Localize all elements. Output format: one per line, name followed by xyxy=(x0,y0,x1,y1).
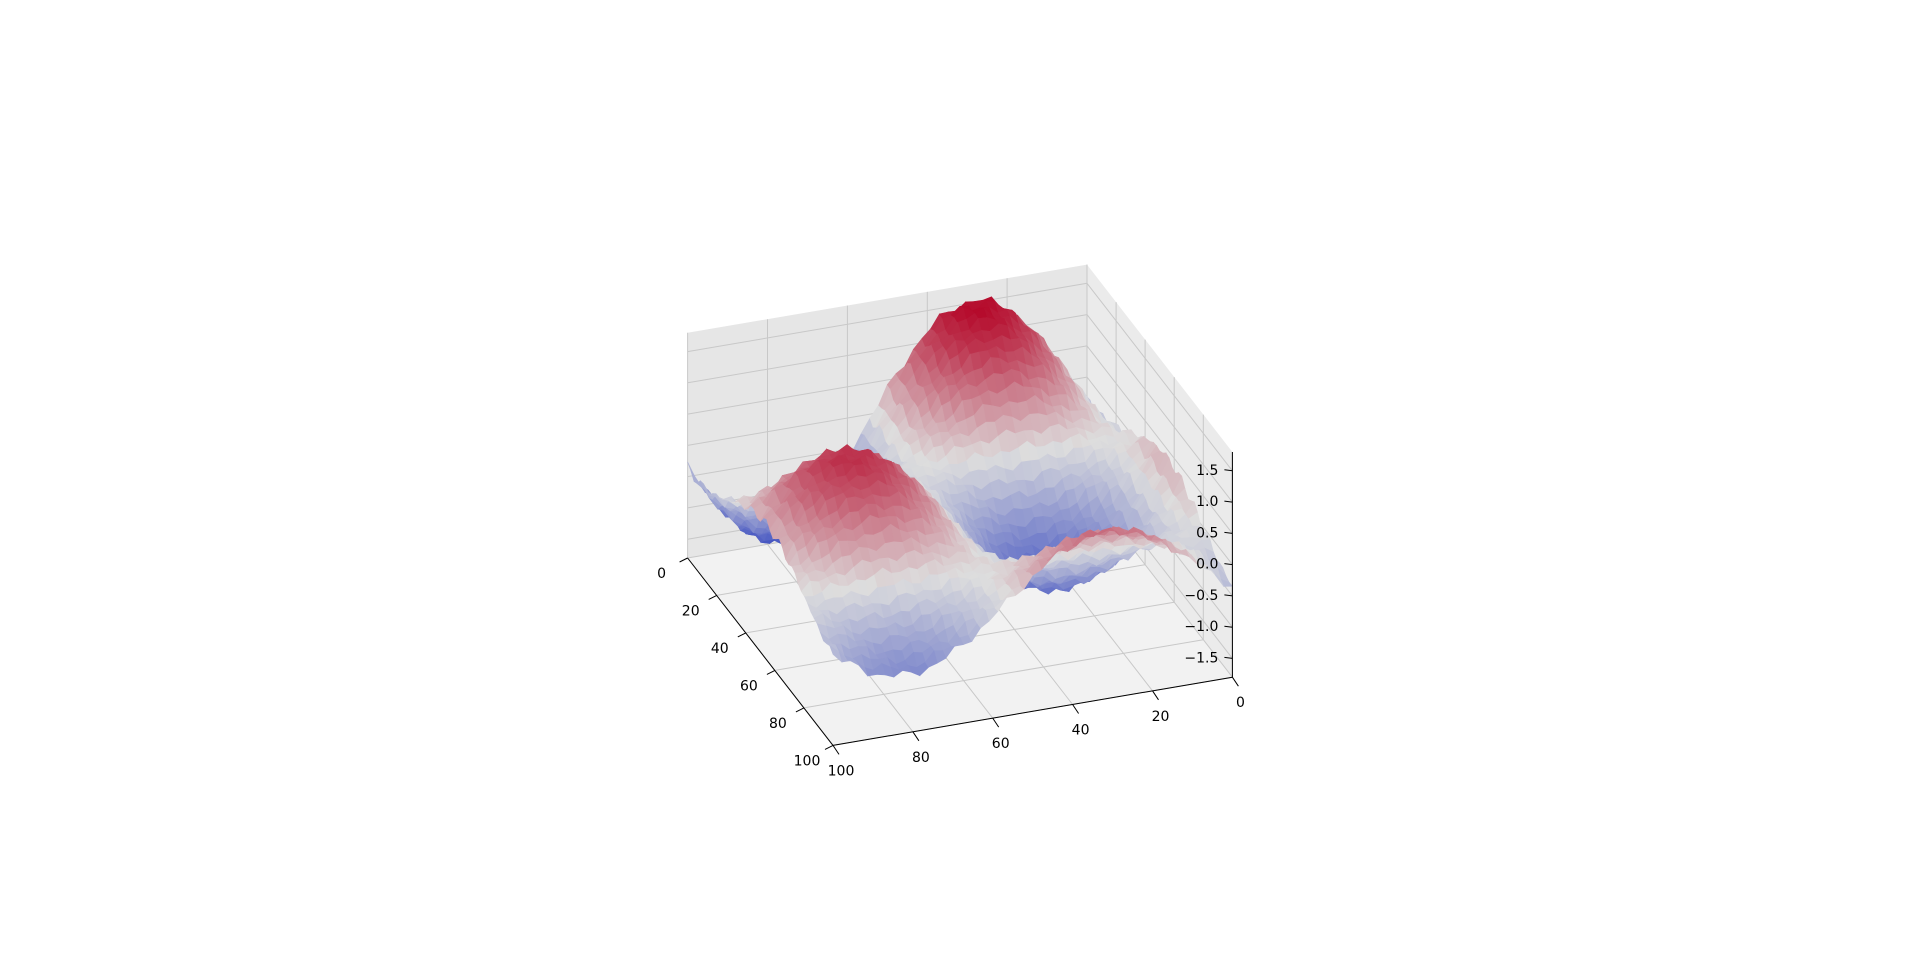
x-axis-line xyxy=(832,676,1233,746)
wall-grid-z xyxy=(687,282,1088,353)
y-tick-label: 0 xyxy=(657,566,666,582)
y-tick-mark xyxy=(766,669,776,675)
x-tick-mark xyxy=(1231,676,1239,687)
y-tick-label: 60 xyxy=(740,678,758,694)
z-tick-mark xyxy=(1224,563,1233,566)
y-tick-mark xyxy=(679,557,688,563)
surface-patch xyxy=(1046,549,1059,562)
x-tick-label: 40 xyxy=(1072,723,1090,739)
x-tick-mark xyxy=(992,717,1000,728)
floor-grid-y xyxy=(803,639,1204,709)
z-tick-label: 1.5 xyxy=(1196,463,1218,479)
y-tick-label: 20 xyxy=(682,603,700,619)
x-tick-label: 60 xyxy=(992,736,1010,752)
axis-lines xyxy=(679,452,1239,755)
x-tick-label: 100 xyxy=(828,763,855,779)
z-tick-mark xyxy=(1224,594,1233,597)
z-tick-label: −1.0 xyxy=(1184,619,1218,635)
surface-plot xyxy=(687,296,1234,678)
x-tick-mark xyxy=(832,745,840,755)
y-tick-mark xyxy=(795,707,805,713)
x-tick-label: 0 xyxy=(1236,695,1245,711)
z-tick-mark xyxy=(1224,500,1233,503)
x-tick-mark xyxy=(1072,704,1080,714)
z-tick-mark xyxy=(1224,469,1233,472)
x-tick-mark xyxy=(912,731,920,742)
z-tick-label: 0.0 xyxy=(1196,557,1218,573)
tick-labels: 0 20 40 60 80 100 0 20 40 60 80 100 −1.5 −1.0 −0.5 0.0 0… xyxy=(657,463,1245,780)
y-tick-label: 40 xyxy=(711,641,729,657)
wall-grid-z xyxy=(1086,282,1233,472)
y-tick-mark xyxy=(824,744,834,750)
surface-patch xyxy=(1003,589,1016,600)
z-tick-mark xyxy=(1224,531,1233,534)
x-tick-mark xyxy=(1152,690,1159,701)
y-tick-label: 100 xyxy=(794,753,821,769)
z-tick-label: 0.5 xyxy=(1196,525,1218,541)
z-tick-mark xyxy=(1224,656,1233,659)
x-tick-label: 80 xyxy=(912,750,930,766)
wall-grid-z xyxy=(1086,345,1233,534)
surface-patch xyxy=(829,645,843,663)
y-tick-label: 80 xyxy=(769,716,787,732)
surface-patch xyxy=(924,650,938,668)
z-tick-label: 1.0 xyxy=(1196,494,1218,510)
x-tick-label: 20 xyxy=(1152,709,1170,725)
z-tick-label: −0.5 xyxy=(1184,588,1218,604)
y-tick-mark xyxy=(708,594,717,600)
y-axis-line xyxy=(687,557,834,746)
surface-patch xyxy=(1029,560,1042,576)
z-tick-label: −1.5 xyxy=(1184,650,1218,666)
surface-patch xyxy=(1072,533,1086,547)
wall-grid-z xyxy=(1086,314,1233,503)
z-tick-mark xyxy=(1224,625,1233,628)
y-tick-mark xyxy=(737,632,747,638)
